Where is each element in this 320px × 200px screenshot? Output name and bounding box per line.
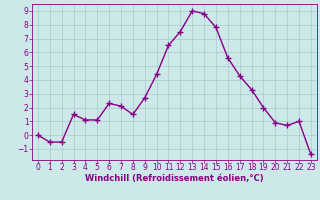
X-axis label: Windchill (Refroidissement éolien,°C): Windchill (Refroidissement éolien,°C) [85, 174, 264, 183]
